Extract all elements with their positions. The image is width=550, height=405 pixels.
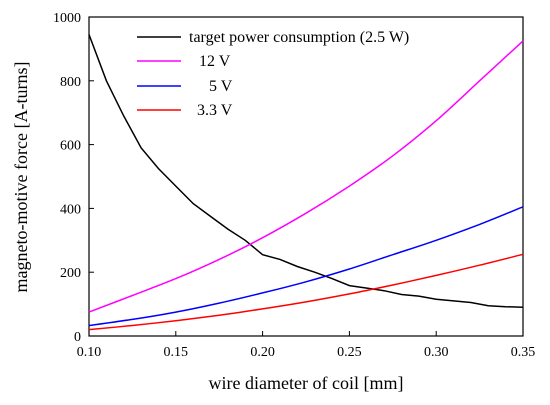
- plot-frame: [88, 16, 524, 337]
- series-line-3: [88, 206, 524, 327]
- y-tick-label: 1000: [53, 11, 81, 26]
- x-tick-label: 0.10: [77, 345, 102, 360]
- series-line-4: [88, 253, 524, 331]
- legend-label: 12 V: [199, 53, 231, 70]
- y-tick-label: 800: [60, 75, 81, 90]
- legend-label: 5 V: [209, 78, 233, 95]
- legend-label: 3.3 V: [197, 102, 233, 119]
- series-line-1: [88, 34, 524, 309]
- x-tick-label: 0.15: [164, 345, 189, 360]
- legend: target power consumption (2.5 W) 12 V 5 V 3…: [137, 29, 409, 119]
- series-lines: [88, 34, 524, 331]
- y-axis-title: magneto-motive force [A-turns]: [11, 62, 31, 293]
- x-tick-label: 0.30: [424, 345, 449, 360]
- x-tick-label: 0.35: [511, 345, 536, 360]
- legend-label: target power consumption (2.5 W): [189, 29, 409, 46]
- x-tick-label: 0.20: [250, 345, 275, 360]
- y-tick-label: 600: [60, 139, 81, 154]
- y-tick-label: 400: [60, 202, 81, 217]
- y-tick-label: 200: [60, 266, 81, 281]
- x-axis-title: wire diameter of coil [mm]: [209, 373, 404, 393]
- x-tick-label: 0.25: [337, 345, 362, 360]
- axis-ticks: 0.10 0.15 0.20 0.25 0.30 0.35 0 200 400 600 800 100…: [53, 11, 535, 360]
- series-line-2: [88, 40, 524, 313]
- y-tick-label: 0: [74, 330, 81, 345]
